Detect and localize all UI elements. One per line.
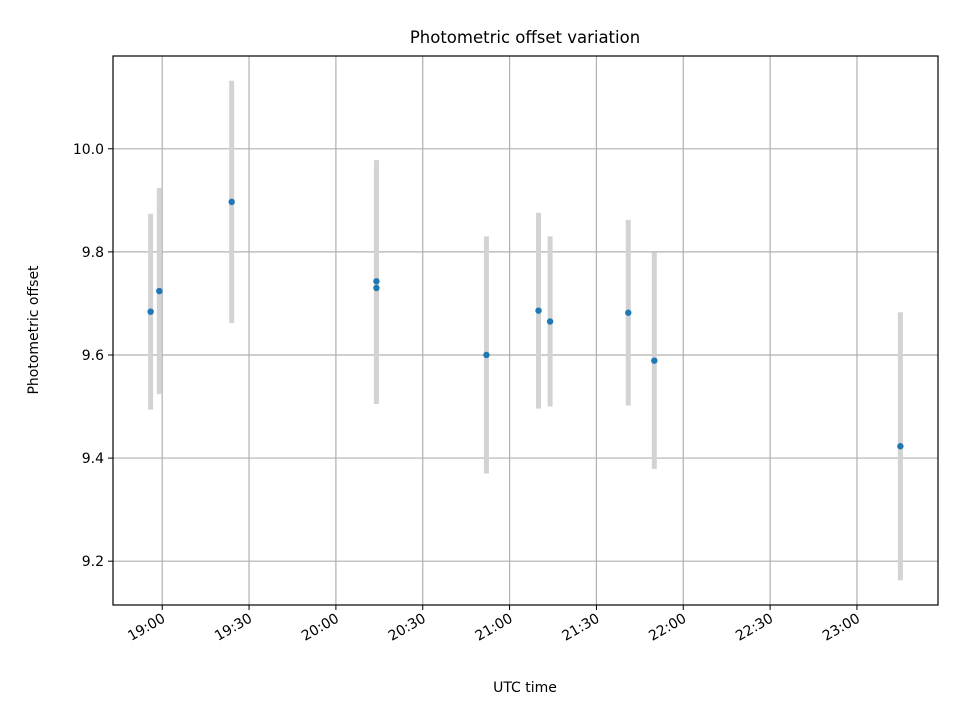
data-point [373,284,380,292]
y-tick-label: 10.0 [73,142,104,158]
y-axis-label: Photometric offset [26,265,42,395]
y-tick-label: 9.2 [82,554,104,570]
x-tick-label: 19:00 [125,611,168,645]
data-point [897,443,904,450]
x-tick-label: 22:30 [733,611,776,645]
grid [113,56,938,605]
x-tick-label: 23:00 [820,611,863,645]
x-tick-label: 20:30 [386,611,429,645]
y-tick-label: 9.6 [82,348,104,364]
x-tick-label: 21:30 [559,611,602,645]
y-tick-label: 9.8 [82,245,104,261]
data-marks [147,80,904,581]
data-point [483,351,490,359]
x-tick-label: 20:00 [299,611,342,645]
data-point [147,308,154,315]
data-point [625,309,632,316]
chart-title: Photometric offset variation [410,28,640,47]
y-axis-ticks: 9.2 9.4 9.6 9.8 10.0 [73,142,113,570]
x-axis-label: UTC time [493,680,557,696]
data-point [535,307,542,314]
y-tick-label: 9.4 [82,451,104,467]
plot-frame [112,55,939,606]
x-tick-label: 22:00 [646,611,689,645]
data-point [228,198,235,206]
x-tick-label: 21:00 [473,611,516,645]
data-point [546,318,554,325]
data-point [156,287,163,295]
x-tick-label: 19:30 [212,611,255,645]
data-point [651,357,658,364]
data-point [373,278,380,285]
x-axis-ticks: 19:00 19:30 20:00 20:30 21:00 21:30 22:00 22:30… [125,605,863,645]
